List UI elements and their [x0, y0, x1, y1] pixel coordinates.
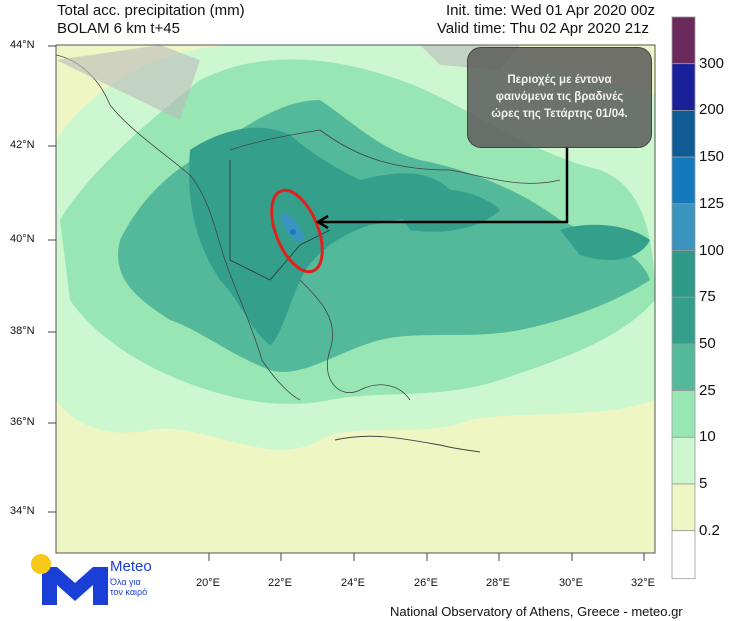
colorbar-bin [671, 110, 696, 158]
colorbar-label: 125 [699, 194, 725, 212]
lat-label: 38°N [10, 325, 35, 337]
footer-credit: National Observatory of Athens, Greece -… [390, 604, 683, 619]
lon-label: 30°E [559, 577, 583, 589]
colorbar-bin [671, 250, 696, 298]
lat-label: 40°N [10, 233, 35, 245]
colorbar-label: 10 [699, 428, 716, 446]
lat-label: 42°N [10, 139, 35, 151]
colorbar-label: 50 [699, 334, 716, 352]
colorbar-bin [671, 203, 696, 251]
colorbar-bin [671, 63, 696, 111]
pointer-arrow [320, 146, 569, 224]
logo-tagline: Όλα για τον καιρό [110, 577, 148, 597]
lon-label: 24°E [341, 577, 365, 589]
colorbar-bin [671, 343, 696, 391]
colorbar-bin [671, 390, 696, 438]
init-time: Init. time: Wed 01 Apr 2020 00z [445, 2, 655, 19]
colorbar-label: 25 [699, 381, 716, 399]
colorbar-label: 150 [699, 148, 725, 166]
map-title: Total acc. precipitation (mm) [57, 2, 245, 19]
colorbar-bin [671, 296, 696, 345]
lon-label: 22°E [268, 577, 292, 589]
logo-name: Meteo [110, 558, 152, 575]
valid-time: Valid time: Thu 02 Apr 2020 21z [436, 20, 649, 37]
lon-label: 28°E [486, 577, 510, 589]
colorbar [671, 16, 696, 580]
meteo-logo [31, 554, 108, 605]
lat-label: 34°N [10, 505, 35, 517]
colorbar-bin [671, 483, 696, 532]
colorbar-bin [671, 16, 696, 65]
lon-label: 26°E [414, 577, 438, 589]
lon-label: 32°E [631, 577, 655, 589]
colorbar-label: 0.2 [699, 521, 720, 539]
annotation-line: Περιοχές με έντονα [507, 74, 612, 86]
highlight-ellipse [270, 188, 324, 274]
annotation-line: ώρες της Τετάρτης 01/04. [491, 108, 628, 120]
colorbar-label: 200 [699, 101, 725, 119]
lat-label: 36°N [10, 416, 35, 428]
annotation-line: φαινόμενα τις βραδινές [495, 91, 624, 103]
lon-label: 20°E [196, 577, 220, 589]
colorbar-label: 5 [699, 475, 708, 492]
annotation-box: Περιοχές με έντονα φαινόμενα τις βραδινέ… [467, 47, 652, 148]
colorbar-bin [671, 530, 696, 580]
model-label: BOLAM 6 km t+45 [57, 20, 180, 37]
colorbar-bin [671, 436, 696, 485]
colorbar-label: 75 [699, 288, 716, 306]
lat-label: 44°N [10, 39, 35, 51]
colorbar-label: 100 [699, 241, 725, 259]
colorbar-bin [671, 156, 696, 205]
axis-ticks [48, 45, 645, 561]
colorbar-label: 300 [699, 54, 725, 72]
